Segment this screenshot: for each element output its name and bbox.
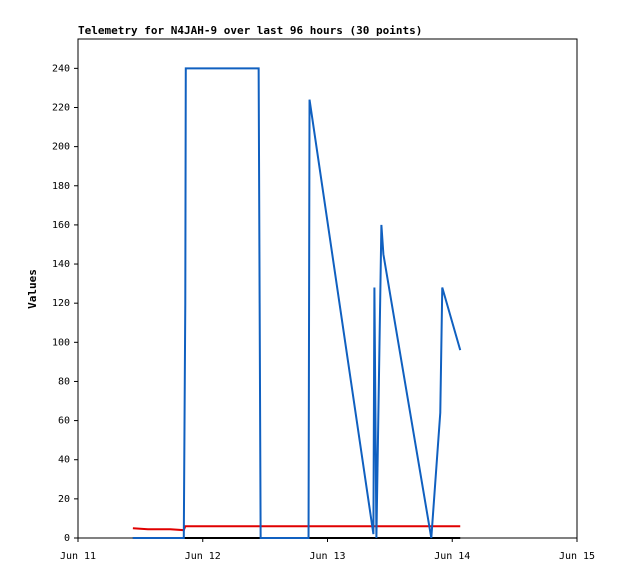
y-tick-label: 40 [58,455,70,466]
x-tick-label: Jun 12 [185,551,221,562]
y-tick-label: 160 [52,220,70,231]
y-tick-label: 100 [52,337,70,348]
y-tick-label: 120 [52,298,70,309]
x-tick-label: Jun 15 [559,551,595,562]
chart-title: Telemetry for N4JAH-9 over last 96 hours… [78,24,422,37]
x-tick-label: Jun 11 [60,551,96,562]
series-line [132,525,461,532]
y-tick-label: 0 [64,533,70,544]
y-tick-label: 220 [52,102,70,113]
x-tick-label: Jun 13 [309,551,345,562]
y-tick-label: 240 [52,63,70,74]
series-line [132,67,462,539]
y-axis-label: Values [26,269,39,309]
y-tick-label: 180 [52,181,70,192]
y-tick-label: 140 [52,259,70,270]
x-tick-label: Jun 14 [434,551,470,562]
y-tick-label: 200 [52,142,70,153]
plot-frame [77,38,578,539]
y-tick-label: 60 [58,416,70,427]
y-tick-label: 20 [58,494,70,505]
y-tick-label: 80 [58,376,70,387]
